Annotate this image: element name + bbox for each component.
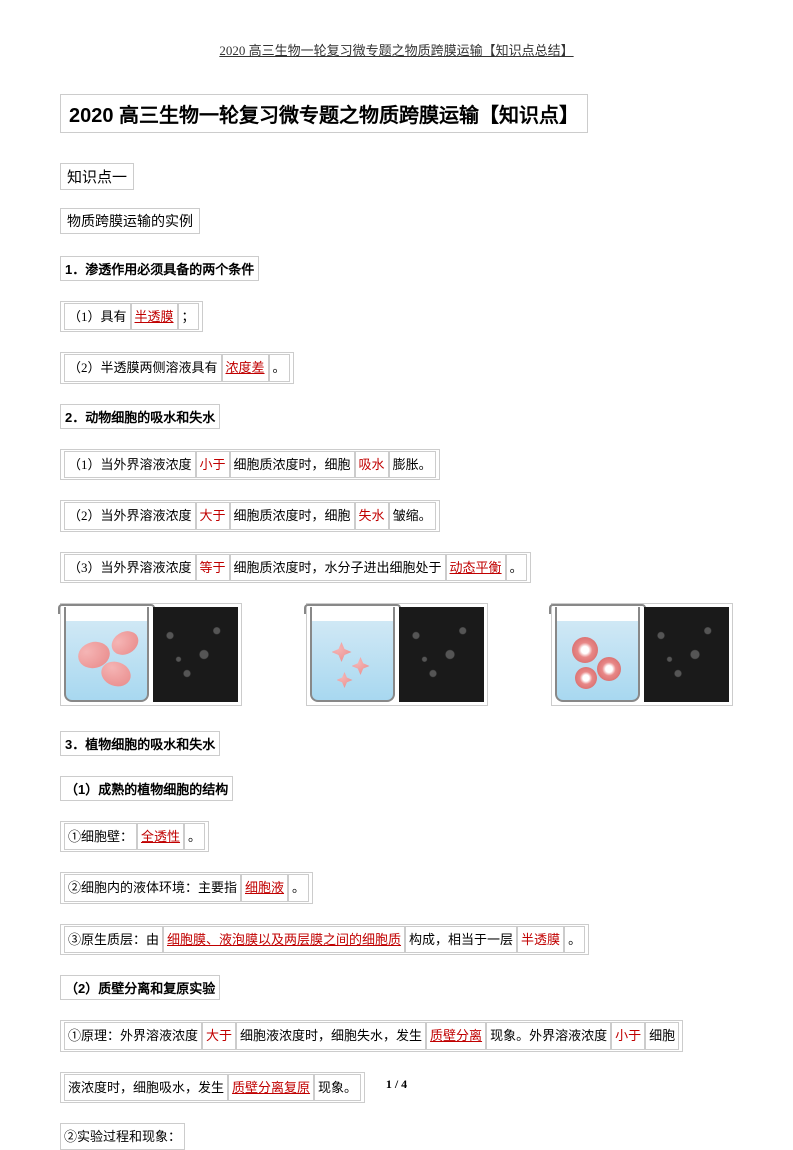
text: 构成，相当于一层	[405, 926, 517, 953]
text: 。	[288, 874, 309, 901]
diagram-pair-2	[306, 603, 488, 706]
heading-1: 1．渗透作用必须具备的两个条件	[60, 256, 259, 281]
item-3-2: ②细胞内的液体环境：主要指 细胞液 。	[60, 872, 733, 903]
text: （2）半透膜两侧溶液具有	[64, 354, 222, 381]
text: 。	[269, 354, 290, 381]
item-1-2: （2）半透膜两侧溶液具有 浓度差 。	[60, 352, 733, 383]
text: 细胞液浓度时，细胞失水，发生	[236, 1022, 426, 1049]
answer: 细胞膜、液泡膜以及两层膜之间的细胞质	[163, 926, 405, 953]
heading-3-2: （2）质壁分离和复原实验	[60, 975, 220, 1000]
answer: 质壁分离	[426, 1022, 486, 1049]
item-3-3: ③原生质层：由 细胞膜、液泡膜以及两层膜之间的细胞质 构成，相当于一层 半透膜。	[60, 924, 733, 955]
text: 细胞质浓度时，细胞	[230, 451, 355, 478]
text: 细胞质浓度时，细胞	[230, 502, 355, 529]
page-number: 1 / 4	[0, 1077, 793, 1092]
heading-3: 3．植物细胞的吸水和失水	[60, 731, 220, 756]
answer: 等于	[196, 554, 230, 581]
item-2-3: （3）当外界溶液浓度 等于 细胞质浓度时，水分子进出细胞处于 动态平衡 。	[60, 552, 733, 583]
text: 皱缩。	[389, 502, 436, 529]
answer: 动态平衡	[446, 554, 506, 581]
text: （1）具有	[64, 303, 131, 330]
text: ②细胞内的液体环境：主要指	[64, 874, 241, 901]
text: （3）当外界溶液浓度	[64, 554, 196, 581]
text: 现象。外界溶液浓度	[486, 1022, 611, 1049]
main-title: 2020 高三生物一轮复习微专题之物质跨膜运输【知识点】	[60, 94, 588, 133]
answer: 失水	[355, 502, 389, 529]
answer: 大于	[196, 502, 230, 529]
microscopy-normal-icon	[644, 607, 729, 702]
heading-2: 2．动物细胞的吸水和失水	[60, 404, 220, 429]
text: 。	[184, 823, 205, 850]
text: 细胞	[645, 1022, 679, 1049]
item-1-1: （1）具有半透膜；	[60, 301, 733, 332]
answer: 半透膜	[131, 303, 178, 330]
beaker-normal-icon	[555, 607, 640, 702]
answer: 小于	[196, 451, 230, 478]
text: 。	[506, 554, 527, 581]
answer: 全透性	[137, 823, 184, 850]
answer: 吸水	[355, 451, 389, 478]
text: ；	[178, 303, 199, 330]
item-3-1: ①细胞壁： 全透性 。	[60, 821, 733, 852]
text: ②实验过程和现象：	[60, 1123, 185, 1150]
heading-3-1: （1）成熟的植物细胞的结构	[60, 776, 233, 801]
text: （2）当外界溶液浓度	[64, 502, 196, 529]
subtitle-1: 物质跨膜运输的实例	[60, 208, 200, 234]
answer: 细胞液	[241, 874, 288, 901]
microscopy-swollen-icon	[153, 607, 238, 702]
text: 细胞质浓度时，水分子进出细胞处于	[230, 554, 446, 581]
diagram-pair-1	[60, 603, 242, 706]
diagram-pair-3	[551, 603, 733, 706]
text: 膨胀。	[389, 451, 436, 478]
text: 。	[564, 926, 585, 953]
text: ③原生质层：由	[64, 926, 163, 953]
section-title-1: 知识点一	[60, 163, 134, 190]
microscopy-shrunken-icon	[399, 607, 484, 702]
beaker-swollen-icon	[64, 607, 149, 702]
answer: 浓度差	[222, 354, 269, 381]
beaker-shrunken-icon	[310, 607, 395, 702]
text: （1）当外界溶液浓度	[64, 451, 196, 478]
text: ①原理：外界溶液浓度	[64, 1022, 202, 1049]
answer: 小于	[611, 1022, 645, 1049]
text: ①细胞壁：	[64, 823, 137, 850]
item-4-1: ①原理：外界溶液浓度 大于 细胞液浓度时，细胞失水，发生 质壁分离 现象。外界溶…	[60, 1020, 733, 1051]
answer: 大于	[202, 1022, 236, 1049]
item-4-3: ②实验过程和现象：	[60, 1123, 733, 1150]
answer: 半透膜	[517, 926, 564, 953]
page-header: 2020 高三生物一轮复习微专题之物质跨膜运输【知识点总结】	[60, 40, 733, 59]
cell-diagrams-row	[60, 603, 733, 706]
item-2-1: （1）当外界溶液浓度 小于 细胞质浓度时，细胞 吸水 膨胀。	[60, 449, 733, 480]
item-2-2: （2）当外界溶液浓度 大于 细胞质浓度时，细胞 失水 皱缩。	[60, 500, 733, 531]
